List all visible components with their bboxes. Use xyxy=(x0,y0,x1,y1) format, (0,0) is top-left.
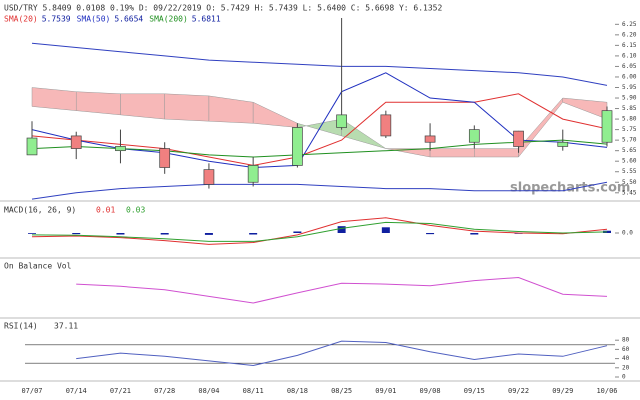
watermark: slopecharts.com xyxy=(510,181,630,196)
sma-line xyxy=(31,93,608,166)
y-tick-label: 6.25 xyxy=(622,21,637,28)
y-tick-label: 6.05 xyxy=(622,63,637,70)
x-tick-label: 09/08 xyxy=(420,387,441,395)
histogram-bar xyxy=(470,233,479,235)
candle-body xyxy=(159,148,171,168)
histogram-bar xyxy=(160,233,169,235)
x-tick-label: 09/01 xyxy=(375,387,396,395)
y-tick-label: 5.45 xyxy=(622,189,637,196)
legend-name: SMA(50) xyxy=(77,15,111,24)
legend-value: 5.6811 xyxy=(192,15,221,24)
y-tick-label: 6.15 xyxy=(622,42,637,49)
y-tick-label: 6.20 xyxy=(622,31,637,38)
y-tick-label: 5.80 xyxy=(622,116,637,123)
x-tick-label: 07/28 xyxy=(154,387,175,395)
macd-line xyxy=(31,221,608,242)
y-tick-label: 5.65 xyxy=(622,147,637,154)
cloud-segment xyxy=(429,148,475,158)
candle-body xyxy=(247,165,259,183)
candle-body xyxy=(70,135,82,149)
candle-body xyxy=(26,137,38,156)
histogram-bar xyxy=(603,230,611,233)
x-tick-label: 09/22 xyxy=(508,387,529,395)
x-tick-label: 08/18 xyxy=(287,387,308,395)
cloud-segment xyxy=(164,93,210,122)
y-tick-label: 5.95 xyxy=(622,84,637,91)
legend-value: 5.7539 xyxy=(42,15,71,24)
histogram-bar xyxy=(72,233,81,235)
y-tick-label: 5.60 xyxy=(622,158,637,165)
y-tick-label: 6.10 xyxy=(622,52,637,59)
y-tick-label: 5.50 xyxy=(622,179,637,186)
histogram-bar xyxy=(249,233,258,235)
cloud-segment xyxy=(31,87,77,111)
cloud-segment xyxy=(474,148,519,158)
x-tick-label: 07/21 xyxy=(110,387,131,395)
candle-body xyxy=(557,141,569,147)
histogram-bar xyxy=(116,233,125,235)
panel-title: On Balance Vol xyxy=(4,262,72,271)
candle-body xyxy=(513,130,524,147)
candle-body xyxy=(468,129,480,143)
signal-value: 0.03 xyxy=(126,206,145,215)
y-tick-label: 40 xyxy=(622,355,630,362)
candle-body xyxy=(380,114,392,137)
band-line xyxy=(31,181,608,200)
indicator-line xyxy=(76,340,608,367)
histogram-bar xyxy=(293,231,302,233)
panel-title: MACD(16, 26, 9) xyxy=(4,206,76,215)
histogram-bar xyxy=(204,233,213,235)
macd-line xyxy=(31,217,608,245)
y-tick-label: 6.00 xyxy=(622,73,637,80)
y-tick-label: 5.75 xyxy=(622,126,637,133)
candle-body xyxy=(424,135,436,143)
x-tick-label: 09/29 xyxy=(552,387,573,395)
chart-title: USD/TRY 5.8409 0.0108 0.19% D: 09/22/201… xyxy=(4,4,442,13)
y-tick-label: 60 xyxy=(622,346,630,353)
x-tick-label: 07/07 xyxy=(21,387,42,395)
candle-body xyxy=(336,114,347,128)
x-tick-label: 08/11 xyxy=(243,387,264,395)
macd-value: 0.01 xyxy=(96,206,115,215)
y-tick-label: 5.70 xyxy=(622,137,637,144)
histogram-bar xyxy=(337,226,346,233)
x-tick-label: 08/25 xyxy=(331,387,352,395)
legend-value: 5.6654 xyxy=(114,15,143,24)
y-tick-label: 20 xyxy=(622,364,630,371)
cloud-segment xyxy=(120,93,165,120)
x-tick-label: 09/15 xyxy=(464,387,485,395)
histogram-bar xyxy=(28,233,36,234)
y-tick-label: 5.85 xyxy=(622,105,637,112)
panel-title: RSI(14) xyxy=(4,322,38,331)
candle-body xyxy=(601,110,613,143)
y-tick-label: 0.0 xyxy=(622,230,633,237)
legend-name: SMA(20) xyxy=(4,15,38,24)
y-tick-label: 80 xyxy=(622,337,630,344)
candle-body xyxy=(203,169,215,185)
y-tick-label: 0 xyxy=(622,374,626,381)
y-tick-label: 5.90 xyxy=(622,95,637,102)
legend-name: SMA(200) xyxy=(149,15,188,24)
rsi-value: 37.11 xyxy=(54,322,78,331)
x-tick-label: 07/14 xyxy=(66,387,87,395)
histogram-bar xyxy=(426,233,435,235)
sma-line xyxy=(31,139,608,158)
cloud-segment xyxy=(75,91,121,116)
histogram-bar xyxy=(381,227,390,233)
band-line xyxy=(31,42,608,86)
x-tick-label: 10/06 xyxy=(596,387,617,395)
candle-body xyxy=(115,146,126,152)
y-tick-label: 5.55 xyxy=(622,168,637,175)
indicator-line xyxy=(76,276,608,304)
candle-body xyxy=(292,127,303,166)
x-tick-label: 08/04 xyxy=(198,387,219,395)
